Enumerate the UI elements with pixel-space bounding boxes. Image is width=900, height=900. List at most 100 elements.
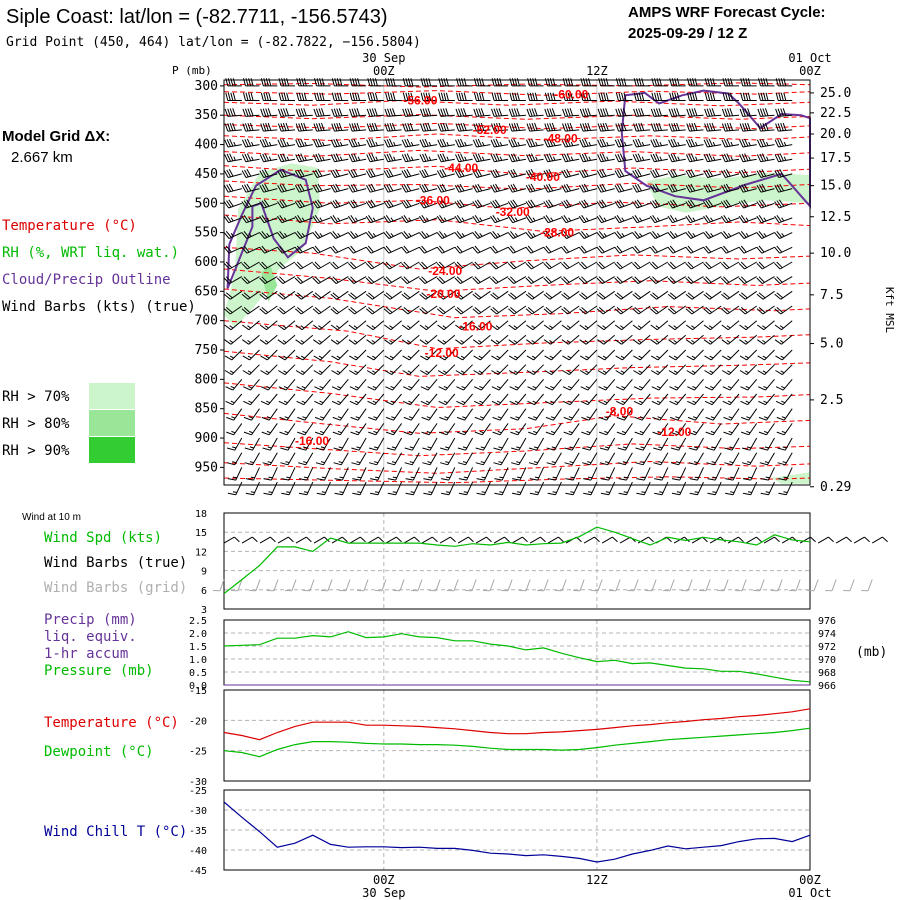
wind-barb [561, 334, 580, 345]
wind-barb [423, 481, 438, 496]
wind-barb [578, 230, 598, 239]
wind-barb [544, 92, 562, 101]
wind-barb [774, 261, 793, 270]
wind-barb [544, 108, 562, 117]
wind-barb [242, 334, 260, 345]
wind-barb [654, 481, 669, 496]
wind-barb [632, 215, 651, 224]
wind-barb [667, 230, 686, 239]
temperature-contour [223, 82, 811, 88]
wind-barb [331, 122, 349, 132]
wind-chill-ytick-label: -25 [189, 786, 207, 797]
wind-barb [721, 320, 740, 331]
wind-barb [775, 364, 793, 376]
wind-barb [615, 378, 633, 391]
wind-barb [260, 393, 278, 406]
wind-10m-grid-barb [645, 579, 657, 592]
wind-barb [651, 78, 668, 87]
wind-barb [741, 437, 758, 451]
wind-barb [740, 92, 757, 101]
wind-barb [579, 334, 598, 345]
wind-10m-true-barb [673, 536, 690, 544]
wind-barb [777, 437, 793, 451]
wind-barb [739, 334, 758, 345]
wind-barb [687, 92, 704, 101]
temperature-contour [223, 122, 811, 130]
wind-barb [528, 452, 545, 466]
wind-barb [562, 78, 580, 87]
wind-10m-frame [223, 512, 811, 610]
wind-barb [245, 481, 260, 496]
wind-barb [667, 199, 686, 209]
wind-barb [276, 245, 296, 254]
pressure-ytick-label: 966 [818, 681, 836, 692]
wind-barb [330, 245, 349, 254]
pressure-tick-label: 350 [195, 108, 218, 123]
wind-barb [775, 108, 793, 117]
wind-barb [650, 122, 668, 132]
wind-barb [650, 305, 669, 315]
wind-barb [723, 408, 740, 421]
panel2-label-precip-2: liq. equiv. [44, 629, 137, 645]
wind-barb [384, 122, 402, 132]
wind-10m-true-barb [421, 536, 438, 544]
legend-cloud-outline: Cloud/Precip Outline [2, 272, 171, 288]
wind-barb [756, 138, 775, 148]
wind-barb [509, 78, 526, 87]
temperature-ytick-label: -15 [189, 686, 207, 697]
wind-barb [738, 215, 757, 224]
wind-barb [512, 467, 527, 481]
wind-barb [349, 122, 367, 132]
wind-barb [402, 378, 420, 391]
wind-barb [738, 305, 757, 315]
wind-barb [703, 215, 722, 224]
pressure-tick-label: 900 [195, 431, 218, 446]
wind-barb [721, 349, 740, 361]
wind-barb [331, 349, 349, 361]
wind-barb [294, 215, 313, 224]
wind-barb [401, 199, 420, 209]
wind-barb [241, 261, 260, 270]
wind-barb [312, 290, 331, 300]
wind-barb [739, 153, 757, 163]
wind-barb [756, 290, 775, 300]
wind-10m-true-barb [745, 536, 762, 544]
wind-barb [277, 169, 296, 178]
wind-barb [277, 320, 296, 331]
wind-chill-ytick-label: -35 [189, 826, 207, 837]
wind-barb [529, 481, 545, 496]
wind-barb [635, 437, 651, 451]
wind-barb [259, 290, 278, 300]
wind-barb [508, 349, 527, 361]
wind-barb [454, 215, 473, 224]
wind-barb [703, 230, 722, 239]
wind-barb [226, 408, 243, 421]
wind-barb [457, 437, 474, 451]
wind-barb [491, 92, 509, 101]
wind-barb [738, 276, 757, 285]
wind-barb [543, 199, 562, 209]
wind-barb [526, 349, 544, 361]
wind-barb [774, 169, 793, 178]
wind-barb [614, 169, 633, 178]
wind-barb [650, 290, 669, 300]
wind-barb [721, 290, 740, 300]
wind-barb [757, 108, 775, 117]
wind-barb [419, 183, 438, 193]
wind-barb [472, 138, 491, 148]
wind-barb [529, 467, 545, 481]
wind-barb [347, 199, 367, 209]
wind-barb [421, 408, 438, 421]
wind-barb [383, 199, 402, 209]
wind-10m-grid-barb [465, 579, 477, 592]
wind-barb [493, 437, 509, 451]
wind-10m-true-barb [637, 536, 654, 544]
wind-barb [667, 276, 686, 285]
wind-barb [688, 437, 704, 451]
wind-barb [350, 408, 367, 421]
wind-barb [243, 423, 260, 436]
wind-barb [526, 320, 544, 331]
wind-barb [724, 452, 740, 466]
wind-barb [578, 276, 598, 285]
wind-barb [526, 334, 544, 345]
